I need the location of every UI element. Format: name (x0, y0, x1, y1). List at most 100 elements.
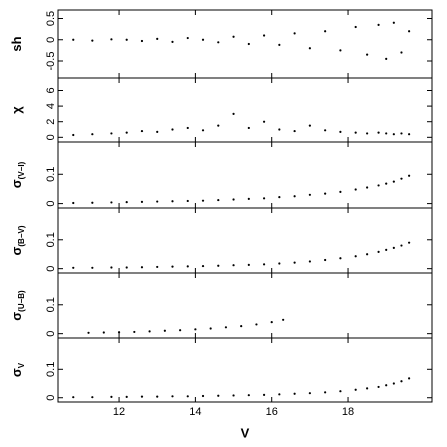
point (339, 130, 342, 133)
y-axis-label-subscript: (U−B) (17, 290, 26, 312)
point (354, 188, 357, 191)
panel-frame (57, 9, 433, 79)
point (293, 195, 296, 198)
y-axis-label-symbol: σ (9, 368, 24, 377)
panel-frame (57, 272, 433, 339)
point (392, 133, 395, 136)
point (217, 41, 220, 44)
point (125, 395, 128, 398)
point (217, 394, 220, 397)
point (293, 129, 296, 133)
point (308, 124, 311, 127)
point (339, 49, 342, 52)
y-axis-label-symbol: σ (9, 312, 24, 321)
y-axis-label: σ(B−V) (9, 225, 26, 255)
point (125, 266, 128, 269)
y-axis-label-subscript: V (17, 362, 26, 368)
x-tick-label: 12 (113, 406, 125, 418)
panel-frame (57, 207, 433, 274)
point (217, 198, 220, 202)
point (262, 120, 266, 123)
point (262, 34, 266, 37)
point (339, 257, 342, 260)
point (171, 200, 174, 203)
point (240, 325, 243, 328)
point (366, 387, 369, 390)
point (392, 180, 395, 183)
point (201, 199, 205, 202)
point (91, 266, 94, 269)
point (232, 264, 235, 267)
point (72, 133, 75, 137)
point (308, 193, 311, 196)
point (408, 174, 411, 177)
point (156, 130, 159, 133)
point (133, 330, 136, 334)
point (186, 126, 189, 130)
point (171, 40, 174, 43)
point (140, 200, 144, 203)
point (186, 199, 189, 203)
point (408, 377, 411, 380)
point (324, 129, 327, 132)
y-tick-label: 0.5 (45, 11, 57, 26)
point (339, 190, 342, 193)
point (217, 264, 220, 267)
y-axis-label-subscript: (V−I) (17, 161, 26, 179)
point (339, 390, 342, 393)
point (171, 395, 174, 398)
point (324, 30, 327, 33)
point (247, 394, 250, 397)
y-axis-label-subscript: (B−V) (17, 225, 26, 246)
y-tick-label: 6 (45, 87, 57, 93)
point (247, 42, 250, 46)
point (385, 182, 388, 185)
point (324, 258, 327, 262)
point (201, 264, 205, 268)
point (247, 263, 250, 267)
y-axis-label-symbol: σ (9, 247, 24, 256)
point (140, 39, 144, 43)
point (156, 395, 159, 398)
x-tick-label: 18 (342, 406, 354, 418)
point (186, 265, 189, 268)
point (377, 23, 380, 26)
point (324, 192, 327, 195)
x-tick-label: 14 (189, 406, 201, 418)
point (366, 53, 369, 56)
y-tick-label: 4 (45, 103, 57, 109)
point (91, 133, 94, 136)
point (163, 329, 166, 332)
point (377, 385, 380, 389)
point (171, 265, 174, 268)
point (366, 186, 369, 189)
point (392, 246, 395, 249)
y-tick-label: -0.5 (45, 52, 57, 71)
y-tick-label: 2 (45, 119, 57, 125)
panel-frame (57, 337, 433, 403)
point (140, 266, 144, 269)
y-axis-label: σ(U−B) (9, 290, 26, 321)
point (91, 39, 94, 42)
y-tick-label: 0 (45, 134, 57, 140)
point (293, 392, 296, 395)
point (377, 131, 380, 134)
point (156, 37, 159, 41)
point (385, 132, 388, 135)
point (293, 261, 296, 264)
point (186, 36, 189, 40)
point (278, 262, 281, 265)
point (201, 129, 205, 132)
point (156, 265, 159, 269)
point (201, 394, 205, 398)
point (110, 38, 113, 41)
panel-frame (57, 77, 433, 143)
y-axis-label: σV (9, 362, 26, 377)
point (262, 263, 266, 266)
point (110, 266, 113, 269)
point (179, 329, 182, 332)
point (247, 197, 250, 201)
point (156, 200, 159, 203)
point (91, 201, 94, 204)
